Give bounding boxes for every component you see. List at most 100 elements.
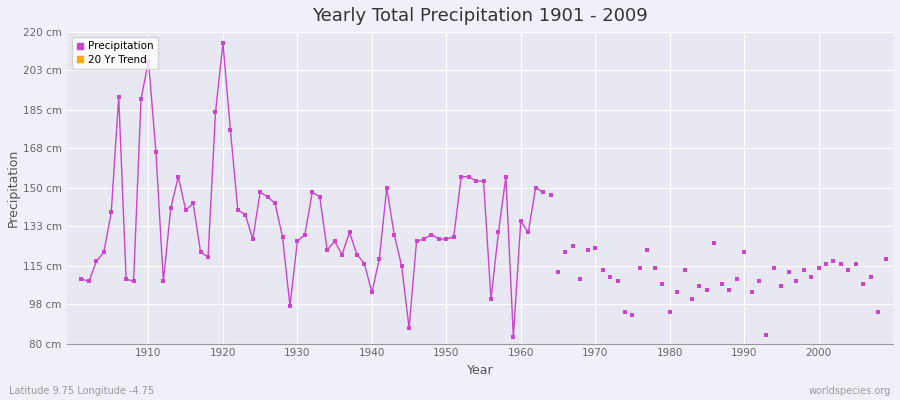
Point (275, 234, 290, 240)
Point (774, 282, 788, 289)
Point (141, 58, 156, 64)
Text: worldspecies.org: worldspecies.org (809, 386, 891, 396)
Point (164, 205, 178, 211)
Point (454, 174, 468, 180)
Point (536, 189, 550, 196)
Point (617, 309, 632, 316)
Point (699, 287, 714, 294)
Point (760, 332, 774, 338)
Point (715, 280, 729, 287)
Point (767, 265, 781, 271)
Y-axis label: Precipitation: Precipitation (7, 149, 20, 227)
Point (342, 229, 356, 236)
Point (410, 238, 424, 244)
Point (335, 252, 349, 258)
Point (804, 274, 818, 280)
Point (551, 269, 565, 276)
Point (670, 289, 684, 296)
Point (89, 258, 104, 264)
X-axis label: Year: Year (466, 364, 493, 377)
Point (194, 249, 208, 256)
Point (298, 231, 312, 238)
Point (596, 267, 610, 273)
Point (394, 262, 409, 269)
Point (417, 236, 431, 242)
Point (328, 238, 342, 244)
Point (216, 40, 230, 46)
Point (380, 185, 394, 191)
Point (640, 247, 654, 253)
Point (402, 325, 417, 331)
Point (566, 242, 580, 249)
Point (283, 303, 297, 309)
Point (82, 278, 96, 284)
Point (201, 254, 215, 260)
Point (96, 249, 111, 256)
Point (186, 200, 201, 207)
Point (350, 252, 365, 258)
Point (424, 231, 438, 238)
Point (610, 278, 625, 284)
Point (514, 218, 528, 224)
Point (789, 278, 804, 284)
Point (260, 194, 274, 200)
Point (856, 280, 870, 287)
Point (833, 260, 848, 267)
Point (685, 296, 699, 302)
Point (722, 287, 736, 294)
Point (506, 334, 520, 340)
Point (528, 185, 543, 191)
Point (387, 231, 401, 238)
Point (573, 276, 588, 282)
Point (157, 278, 171, 284)
Point (491, 229, 506, 236)
Point (878, 256, 893, 262)
Point (223, 127, 238, 133)
Point (544, 191, 558, 198)
Point (112, 93, 126, 100)
Point (662, 309, 677, 316)
Point (826, 258, 841, 264)
Point (648, 265, 662, 271)
Point (290, 238, 304, 244)
Point (253, 189, 267, 196)
Point (246, 236, 260, 242)
Point (626, 312, 640, 318)
Point (849, 260, 863, 267)
Point (305, 189, 320, 196)
Text: Latitude 9.75 Longitude -4.75: Latitude 9.75 Longitude -4.75 (9, 386, 154, 396)
Point (692, 282, 706, 289)
Point (752, 278, 766, 284)
Point (469, 178, 483, 184)
Point (432, 236, 446, 242)
Point (208, 109, 222, 115)
Point (134, 96, 148, 102)
Point (364, 289, 379, 296)
Point (655, 280, 670, 287)
Point (372, 256, 386, 262)
Point (871, 309, 886, 316)
Point (357, 260, 372, 267)
Point (812, 265, 826, 271)
Title: Yearly Total Precipitation 1901 - 2009: Yearly Total Precipitation 1901 - 2009 (312, 7, 648, 25)
Point (484, 296, 499, 302)
Point (171, 174, 185, 180)
Point (863, 274, 878, 280)
Point (320, 247, 335, 253)
Point (148, 149, 163, 156)
Point (178, 207, 193, 213)
Point (104, 209, 119, 216)
Point (439, 236, 454, 242)
Point (476, 178, 491, 184)
Point (842, 267, 856, 273)
Point (588, 245, 602, 251)
Point (312, 194, 327, 200)
Legend: Precipitation, 20 Yr Trend: Precipitation, 20 Yr Trend (72, 37, 158, 69)
Point (781, 269, 796, 276)
Point (126, 278, 140, 284)
Point (744, 289, 759, 296)
Point (119, 276, 133, 282)
Point (603, 274, 617, 280)
Point (462, 174, 476, 180)
Point (819, 260, 833, 267)
